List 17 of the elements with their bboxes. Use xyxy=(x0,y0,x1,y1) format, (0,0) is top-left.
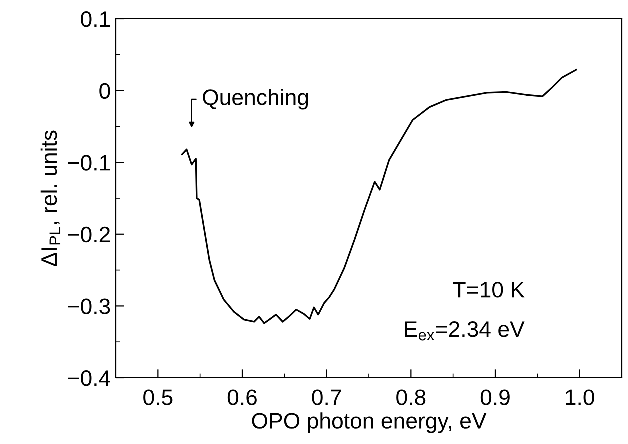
y-tick-label: −0.2 xyxy=(68,226,110,243)
y-tick-label: 0 xyxy=(100,83,110,100)
annotation: Quenching xyxy=(203,89,308,110)
annotation: T=10 K xyxy=(453,282,525,298)
annotation: E$_{ex}$=2.34 eV xyxy=(405,322,525,341)
y-tick-label: 0.1 xyxy=(81,12,110,28)
x-tick-label: 0.9 xyxy=(480,390,510,406)
x-tick-label: 0.8 xyxy=(396,390,426,406)
x-tick-label: 1.0 xyxy=(566,390,594,406)
x-tick-label: 0.5 xyxy=(144,390,173,406)
y-tick-label: −0.3 xyxy=(68,298,110,314)
y-tick-label: −0.1 xyxy=(68,155,110,171)
y-axis-title: ΔI$_{PL}$, rel. units xyxy=(40,130,61,267)
y-tick-label: −0.4 xyxy=(68,370,110,386)
x-tick-label: 0.7 xyxy=(312,390,342,406)
x-axis-title: OPO photon energy, eV xyxy=(252,412,487,434)
x-tick-label: 0.6 xyxy=(228,390,257,406)
